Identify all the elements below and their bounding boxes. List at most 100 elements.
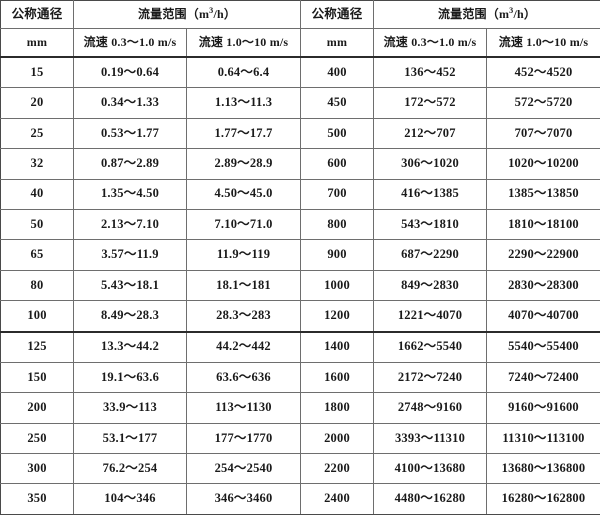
cell-flow-high-left: 1.13～11.3 — [187, 88, 301, 118]
cell-flow-low-right: 306～1020 — [374, 149, 487, 179]
cell-dn-right: 2400 — [301, 484, 374, 514]
cell-flow-low-right: 2748～9160 — [374, 393, 487, 423]
cell-flow-high-right: 5540～55400 — [487, 332, 600, 363]
cell-flow-low-right: 1662～5540 — [374, 332, 487, 363]
cell-flow-high-left: 4.50～45.0 — [187, 179, 301, 209]
cell-flow-high-right: 1810～18100 — [487, 209, 600, 239]
cell-dn-right: 2200 — [301, 454, 374, 484]
cell-flow-high-right: 2830～28300 — [487, 270, 600, 300]
header-velocity-low-right: 流速 0.3～1.0 m/s — [374, 29, 487, 58]
cell-flow-low-right: 4100～13680 — [374, 454, 487, 484]
cell-flow-low-right: 172～572 — [374, 88, 487, 118]
cell-flow-low-left: 0.53～1.77 — [74, 118, 187, 148]
cell-flow-high-right: 13680～136800 — [487, 454, 600, 484]
cell-flow-high-left: 1.77～17.7 — [187, 118, 301, 148]
cell-flow-low-left: 0.19～0.64 — [74, 57, 187, 88]
cell-dn-right: 2000 — [301, 423, 374, 453]
cell-dn-left: 40 — [1, 179, 74, 209]
cell-flow-high-left: 113～1130 — [187, 393, 301, 423]
cell-flow-high-left: 7.10～71.0 — [187, 209, 301, 239]
header-units-row: mm 流速 0.3～1.0 m/s 流速 1.0～10 m/s mm 流速 0.… — [1, 29, 600, 58]
cell-flow-high-left: 2.89～28.9 — [187, 149, 301, 179]
cell-flow-low-left: 3.57～11.9 — [74, 240, 187, 270]
cell-dn-left: 350 — [1, 484, 74, 514]
cubic-exponent: 3 — [509, 6, 513, 15]
cell-dn-right: 1800 — [301, 393, 374, 423]
cell-flow-high-right: 9160～91600 — [487, 393, 600, 423]
header-flow-range-right: 流量范围（m3/h） — [374, 1, 600, 29]
cell-dn-right: 1400 — [301, 332, 374, 363]
cell-flow-high-right: 707～7070 — [487, 118, 600, 148]
cell-flow-high-right: 4070～40700 — [487, 301, 600, 332]
cell-flow-low-left: 8.49～28.3 — [74, 301, 187, 332]
header-group-row: 公称通径 流量范围（m3/h） 公称通径 流量范围（m3/h） — [1, 1, 600, 29]
header-unit-mm-right: mm — [301, 29, 374, 58]
cell-flow-high-right: 7240～72400 — [487, 362, 600, 392]
cell-flow-low-left: 76.2～254 — [74, 454, 187, 484]
cell-dn-right: 1200 — [301, 301, 374, 332]
header-nominal-diameter-left: 公称通径 — [1, 1, 74, 29]
cell-flow-low-right: 2172～7240 — [374, 362, 487, 392]
cell-flow-high-left: 63.6～636 — [187, 362, 301, 392]
cubic-exponent: 3 — [209, 6, 213, 15]
cell-flow-high-left: 177～1770 — [187, 423, 301, 453]
cell-flow-low-right: 4480～16280 — [374, 484, 487, 514]
cell-flow-high-right: 1020～10200 — [487, 149, 600, 179]
cell-dn-left: 300 — [1, 454, 74, 484]
cell-flow-high-left: 346～3460 — [187, 484, 301, 514]
header-flow-range-left: 流量范围（m3/h） — [74, 1, 301, 29]
header-velocity-high-left: 流速 1.0～10 m/s — [187, 29, 301, 58]
table-header: 公称通径 流量范围（m3/h） 公称通径 流量范围（m3/h） mm 流速 0.… — [1, 1, 600, 58]
cell-flow-low-left: 2.13～7.10 — [74, 209, 187, 239]
cell-dn-left: 25 — [1, 118, 74, 148]
cell-dn-right: 500 — [301, 118, 374, 148]
cell-flow-low-left: 1.35～4.50 — [74, 179, 187, 209]
cell-flow-high-left: 11.9～119 — [187, 240, 301, 270]
cell-dn-left: 15 — [1, 57, 74, 88]
cell-dn-right: 600 — [301, 149, 374, 179]
cell-flow-low-right: 212～707 — [374, 118, 487, 148]
cell-flow-high-left: 18.1～181 — [187, 270, 301, 300]
cell-flow-low-left: 13.3～44.2 — [74, 332, 187, 363]
cell-dn-left: 50 — [1, 209, 74, 239]
header-velocity-high-right: 流速 1.0～10 m/s — [487, 29, 600, 58]
cell-flow-low-left: 104～346 — [74, 484, 187, 514]
cell-dn-right: 900 — [301, 240, 374, 270]
header-flow-range-right-text: 流量范围（m3/h） — [438, 7, 536, 21]
cell-dn-left: 20 — [1, 88, 74, 118]
cell-dn-right: 700 — [301, 179, 374, 209]
cell-dn-left: 100 — [1, 301, 74, 332]
cell-flow-high-right: 572～5720 — [487, 88, 600, 118]
cell-dn-right: 1600 — [301, 362, 374, 392]
cell-flow-high-right: 1385～13850 — [487, 179, 600, 209]
header-flow-range-left-text: 流量范围（m3/h） — [138, 7, 236, 21]
cell-flow-low-right: 687～2290 — [374, 240, 487, 270]
header-unit-mm-left: mm — [1, 29, 74, 58]
cell-dn-left: 65 — [1, 240, 74, 270]
cell-flow-low-right: 3393～11310 — [374, 423, 487, 453]
cell-flow-low-left: 0.34～1.33 — [74, 88, 187, 118]
cell-flow-high-right: 11310～113100 — [487, 423, 600, 453]
cell-flow-low-right: 543～1810 — [374, 209, 487, 239]
cell-dn-right: 400 — [301, 57, 374, 88]
cell-flow-low-right: 1221～4070 — [374, 301, 487, 332]
cell-flow-low-right: 416～1385 — [374, 179, 487, 209]
cell-dn-right: 1000 — [301, 270, 374, 300]
cell-dn-left: 125 — [1, 332, 74, 363]
cell-dn-left: 32 — [1, 149, 74, 179]
cell-dn-right: 450 — [301, 88, 374, 118]
